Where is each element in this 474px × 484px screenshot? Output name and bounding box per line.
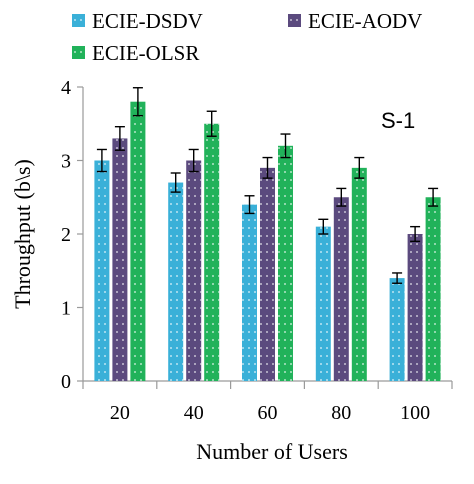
x-tick-label: 100 bbox=[400, 402, 430, 424]
y-tick-label: 1 bbox=[61, 298, 71, 320]
bar-group bbox=[168, 172, 184, 381]
bar-group bbox=[204, 110, 220, 381]
bar-pattern bbox=[186, 160, 202, 381]
y-tick-label: 0 bbox=[61, 371, 71, 393]
x-tick-label: 80 bbox=[331, 402, 351, 424]
legend-swatch-pattern bbox=[72, 14, 85, 27]
x-axis-title: Number of Users bbox=[196, 439, 348, 464]
bar-pattern bbox=[278, 145, 293, 381]
bar-group bbox=[94, 148, 110, 381]
bar-group bbox=[389, 272, 405, 381]
legend-item: ECIE-OLSR bbox=[72, 41, 199, 65]
bar-pattern bbox=[204, 123, 220, 381]
y-tick-label: 4 bbox=[61, 77, 71, 99]
legend-swatch-pattern bbox=[288, 14, 301, 27]
bar-group bbox=[425, 187, 441, 381]
x-tick-label: 20 bbox=[110, 402, 130, 424]
bar-pattern bbox=[242, 204, 257, 381]
y-tick-label: 3 bbox=[61, 151, 71, 173]
bar-pattern bbox=[351, 167, 367, 381]
bar-group bbox=[315, 218, 331, 381]
bar-pattern bbox=[333, 197, 349, 381]
bar-pattern bbox=[168, 182, 184, 381]
bar-pattern bbox=[112, 138, 128, 381]
bar-pattern bbox=[407, 234, 423, 381]
legend-item: ECIE-DSDV bbox=[72, 9, 203, 33]
bar-group bbox=[333, 187, 349, 381]
bar-group bbox=[351, 156, 367, 381]
bar-pattern bbox=[130, 101, 146, 381]
bar-group bbox=[407, 225, 423, 381]
bar-pattern bbox=[260, 167, 275, 381]
bar-group bbox=[242, 195, 257, 381]
y-tick-label: 2 bbox=[61, 224, 71, 246]
bar-group bbox=[260, 156, 275, 381]
bar-group bbox=[186, 148, 202, 381]
legend-label: ECIE-OLSR bbox=[92, 41, 199, 65]
legend: ECIE-DSDV ECIE-AODV ECIE-OLSR bbox=[72, 9, 422, 65]
bar-pattern bbox=[315, 226, 331, 381]
legend-item: ECIE-AODV bbox=[288, 9, 422, 33]
legend-swatch-pattern bbox=[72, 46, 85, 59]
bar-pattern bbox=[425, 197, 441, 381]
bar-pattern bbox=[94, 160, 110, 381]
bar-pattern bbox=[389, 278, 405, 381]
bar-group bbox=[130, 87, 146, 381]
x-tick-label: 60 bbox=[258, 402, 278, 424]
legend-label: ECIE-AODV bbox=[308, 9, 422, 33]
legend-label: ECIE-DSDV bbox=[92, 9, 203, 33]
y-axis-title: Throughput (b\s) bbox=[10, 159, 35, 309]
plot-area: 0 1 2 3 4 20 40 60 80 100 bbox=[61, 77, 453, 424]
panel-annotation: S-1 bbox=[381, 108, 415, 133]
x-tick-label: 40 bbox=[184, 402, 204, 424]
bar-group bbox=[112, 125, 128, 381]
bar-group bbox=[278, 133, 293, 381]
